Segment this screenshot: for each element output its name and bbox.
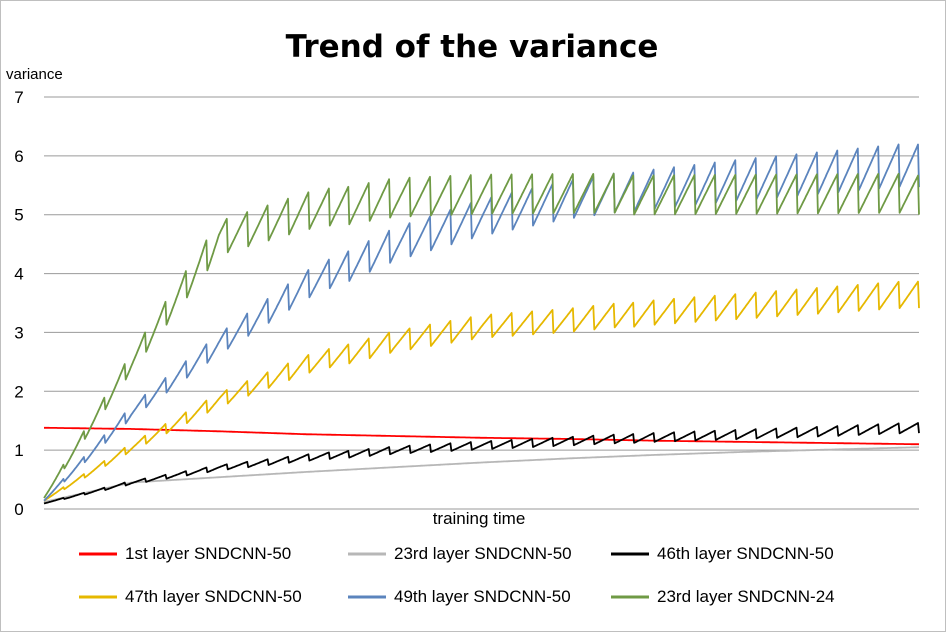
legend-label: 49th layer SNDCNN-50 bbox=[394, 587, 571, 606]
legend-label: 46th layer SNDCNN-50 bbox=[657, 544, 834, 563]
y-tick-label: 5 bbox=[14, 206, 23, 225]
legend-label: 23rd layer SNDCNN-50 bbox=[394, 544, 572, 563]
chart-title: Trend of the variance bbox=[286, 29, 659, 65]
y-tick-label: 4 bbox=[14, 265, 23, 284]
series-line bbox=[43, 422, 920, 505]
y-tick-label: 1 bbox=[14, 441, 23, 460]
y-tick-label: 2 bbox=[14, 382, 23, 401]
legend-label: 23rd layer SNDCNN-24 bbox=[657, 587, 835, 606]
series-line bbox=[43, 280, 920, 502]
x-axis-label: training time bbox=[433, 509, 526, 528]
legend-label: 1st layer SNDCNN-50 bbox=[125, 544, 291, 563]
gridlines bbox=[44, 96, 919, 510]
series-line bbox=[44, 426, 920, 446]
series-line bbox=[43, 143, 920, 502]
y-tick-label: 0 bbox=[14, 500, 23, 519]
legend-label: 47th layer SNDCNN-50 bbox=[125, 587, 302, 606]
y-tick-label: 6 bbox=[14, 147, 23, 166]
y-tick-label: 7 bbox=[14, 88, 23, 107]
y-tick-label: 3 bbox=[14, 323, 23, 342]
series-lines bbox=[43, 143, 920, 505]
y-tick-labels: 0 1 2 3 4 5 6 7 bbox=[14, 88, 23, 519]
y-axis-label: variance bbox=[6, 66, 63, 83]
series-line bbox=[43, 172, 920, 499]
legend: 1st layer SNDCNN-50 23rd layer SNDCNN-50 4… bbox=[79, 544, 835, 606]
series-line bbox=[43, 446, 919, 503]
